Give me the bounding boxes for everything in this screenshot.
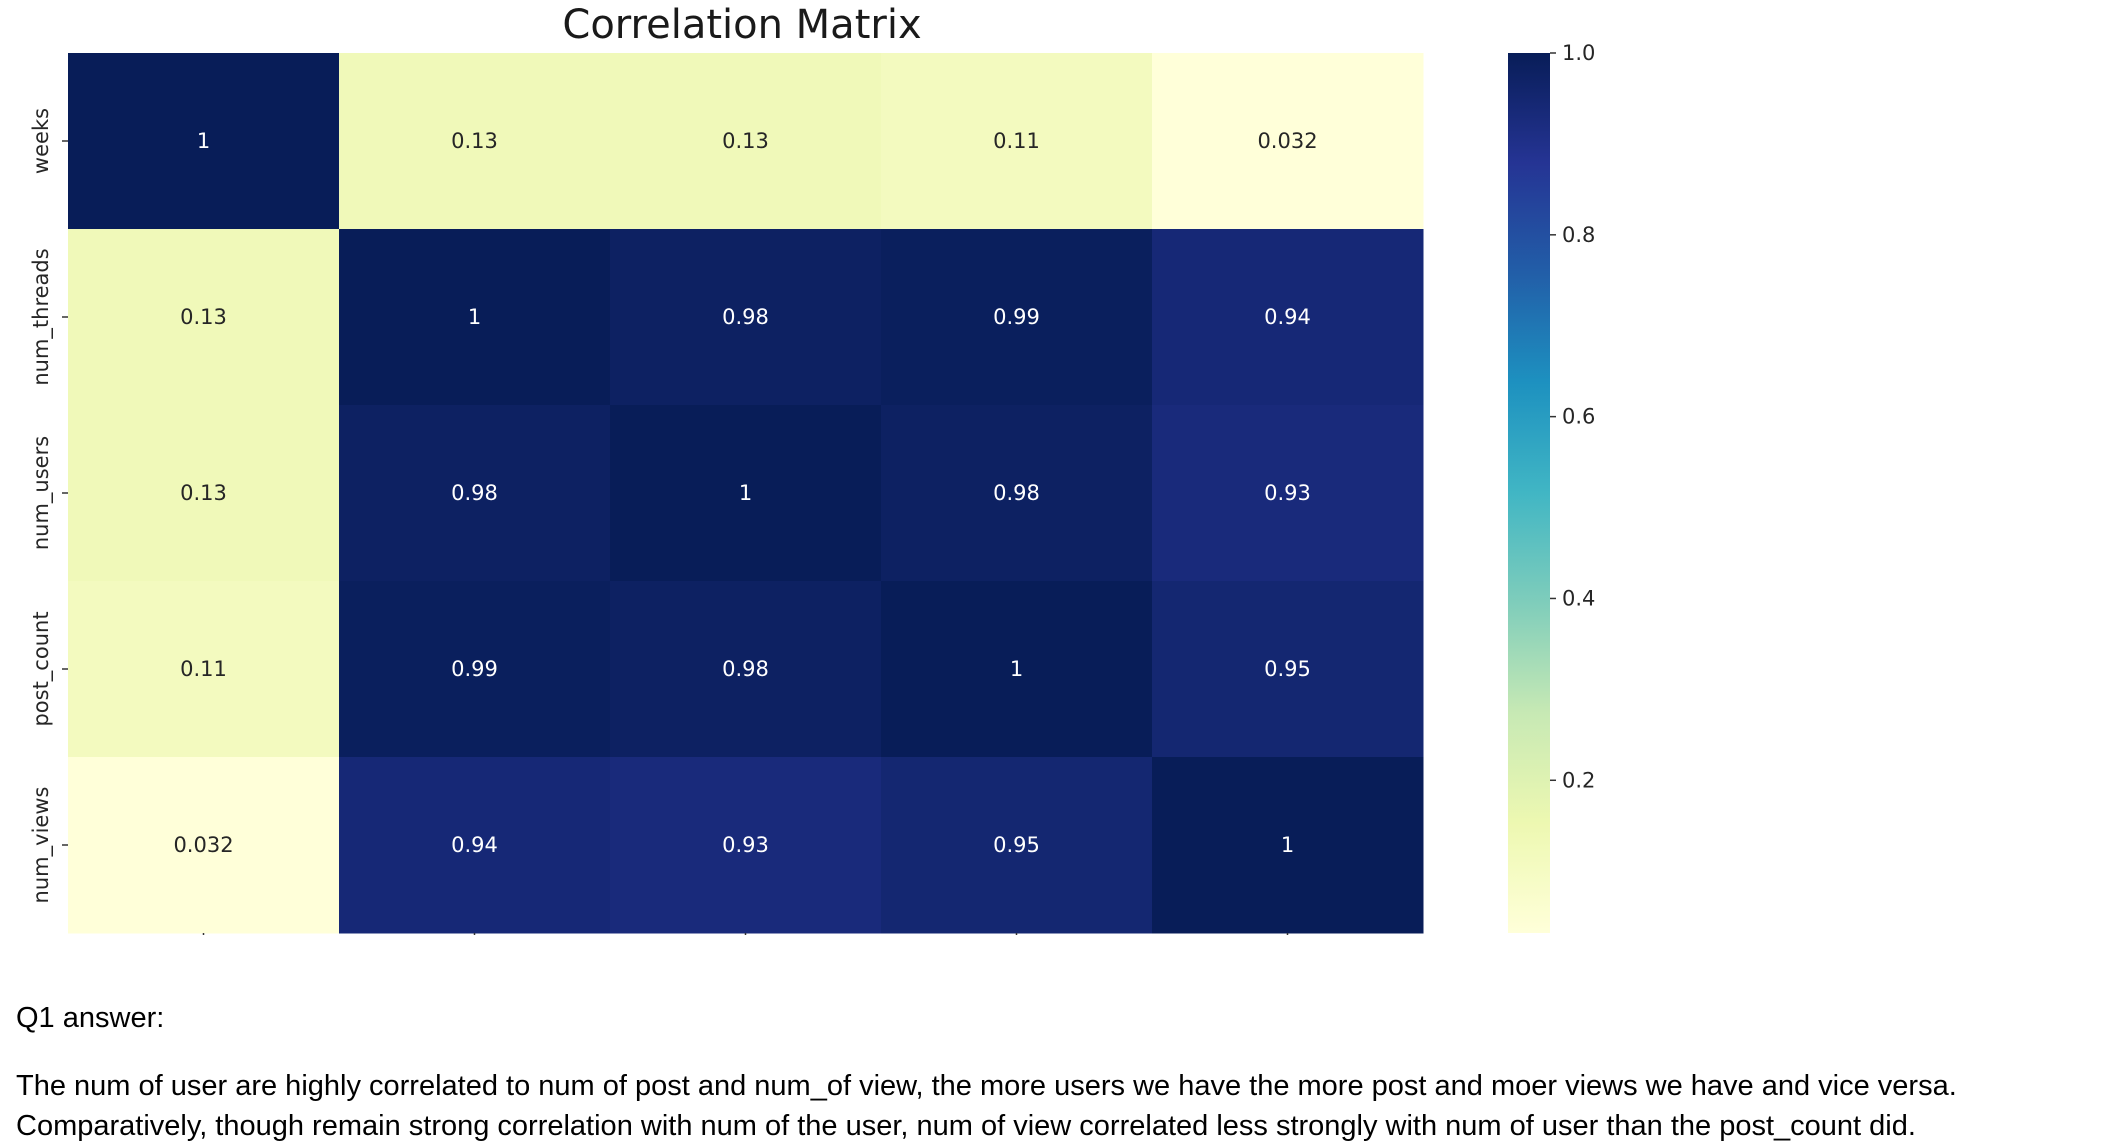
correlation-heatmap-chart: Correlation Matrix 1 0.13 0.13 0.11 0.032 0.1… <box>29 2 1595 935</box>
colorbar <box>1508 53 1550 933</box>
answer-line: Comparatively, though remain strong corr… <box>16 1110 1916 1142</box>
answer-line: The num of user are highly correlated to… <box>16 1070 1957 1102</box>
answer-text: The num of user are highly correlated to… <box>16 1066 2076 1146</box>
colorbar-tick-label: 1.0 <box>1562 41 1595 65</box>
cell-value-label: 0.95 <box>1264 657 1311 681</box>
heatmap-cell <box>881 229 1153 406</box>
y-axis: weeks num_threads num_users post_count num_v… <box>29 108 68 904</box>
y-tick-label: post_count <box>29 611 54 726</box>
cell-value-label: 0.032 <box>173 833 233 857</box>
colorbar-tick-label: 0.2 <box>1562 768 1595 792</box>
y-tick-label: num_users <box>29 436 54 550</box>
heatmap-cell <box>339 757 611 934</box>
heatmap-cells <box>68 53 1424 934</box>
x-axis: weeksnum_threadsnum_userspost_countnum_v… <box>202 933 1289 935</box>
heatmap-cell <box>339 229 611 406</box>
heatmap-cell <box>68 581 340 758</box>
heatmap-cell <box>68 53 340 230</box>
colorbar-tick-label: 0.6 <box>1562 405 1595 429</box>
question-label: Q1 answer: <box>16 1002 165 1034</box>
y-tick-label: num_threads <box>29 248 54 385</box>
cell-value-label: 0.98 <box>722 305 769 329</box>
cell-value-label: 1 <box>197 129 210 153</box>
cell-value-label: 0.98 <box>993 481 1040 505</box>
chart-title: Correlation Matrix <box>562 2 921 48</box>
cell-value-label: 1 <box>468 305 481 329</box>
heatmap-cell <box>339 405 611 582</box>
heatmap-cell <box>881 757 1153 934</box>
heatmap-cell <box>339 53 611 230</box>
cell-value-label: 0.94 <box>1264 305 1311 329</box>
heatmap-cell <box>881 53 1153 230</box>
cell-value-label: 0.032 <box>1257 129 1317 153</box>
cell-value-label: 1 <box>1010 657 1023 681</box>
heatmap-cell <box>881 405 1153 582</box>
cell-value-label: 0.95 <box>993 833 1040 857</box>
cell-value-label: 0.13 <box>180 305 227 329</box>
cell-value-label: 0.94 <box>451 833 498 857</box>
cell-value-label: 0.98 <box>451 481 498 505</box>
heatmap-annotations: 1 0.13 0.13 0.11 0.032 0.13 1 0.98 0.99 0.94 0.13 0… <box>173 129 1317 857</box>
cell-value-label: 0.13 <box>451 129 498 153</box>
heatmap-cell <box>610 229 882 406</box>
cell-value-label: 0.98 <box>722 657 769 681</box>
heatmap-cell <box>1152 229 1424 406</box>
cell-value-label: 1 <box>739 481 752 505</box>
heatmap-cell <box>1152 581 1424 758</box>
heatmap-cell <box>339 581 611 758</box>
cell-value-label: 0.93 <box>722 833 769 857</box>
cell-value-label: 0.99 <box>993 305 1040 329</box>
cell-value-label: 1 <box>1281 833 1294 857</box>
heatmap-cell <box>610 53 882 230</box>
cell-value-label: 0.11 <box>993 129 1040 153</box>
heatmap-cell <box>610 581 882 758</box>
y-tick-label: num_views <box>29 787 54 904</box>
cell-value-label: 0.13 <box>722 129 769 153</box>
heatmap-cell <box>881 581 1153 758</box>
cell-value-label: 0.93 <box>1264 481 1311 505</box>
heatmap-cell <box>610 405 882 582</box>
cell-value-label: 0.11 <box>180 657 227 681</box>
heatmap-cell <box>68 757 340 934</box>
colorbar-tick-label: 0.4 <box>1562 586 1595 610</box>
heatmap-cell <box>68 405 340 582</box>
cell-value-label: 0.13 <box>180 481 227 505</box>
heatmap-cell <box>1152 757 1424 934</box>
colorbar-axis: 0.2 0.4 0.6 0.8 1.0 <box>1550 41 1595 792</box>
y-tick-label: weeks <box>29 108 53 174</box>
heatmap-cell <box>68 229 340 406</box>
heatmap-cell <box>1152 405 1424 582</box>
heatmap-cell <box>1152 53 1424 230</box>
colorbar-tick-label: 0.8 <box>1562 223 1595 247</box>
heatmap-cell <box>610 757 882 934</box>
cell-value-label: 0.99 <box>451 657 498 681</box>
